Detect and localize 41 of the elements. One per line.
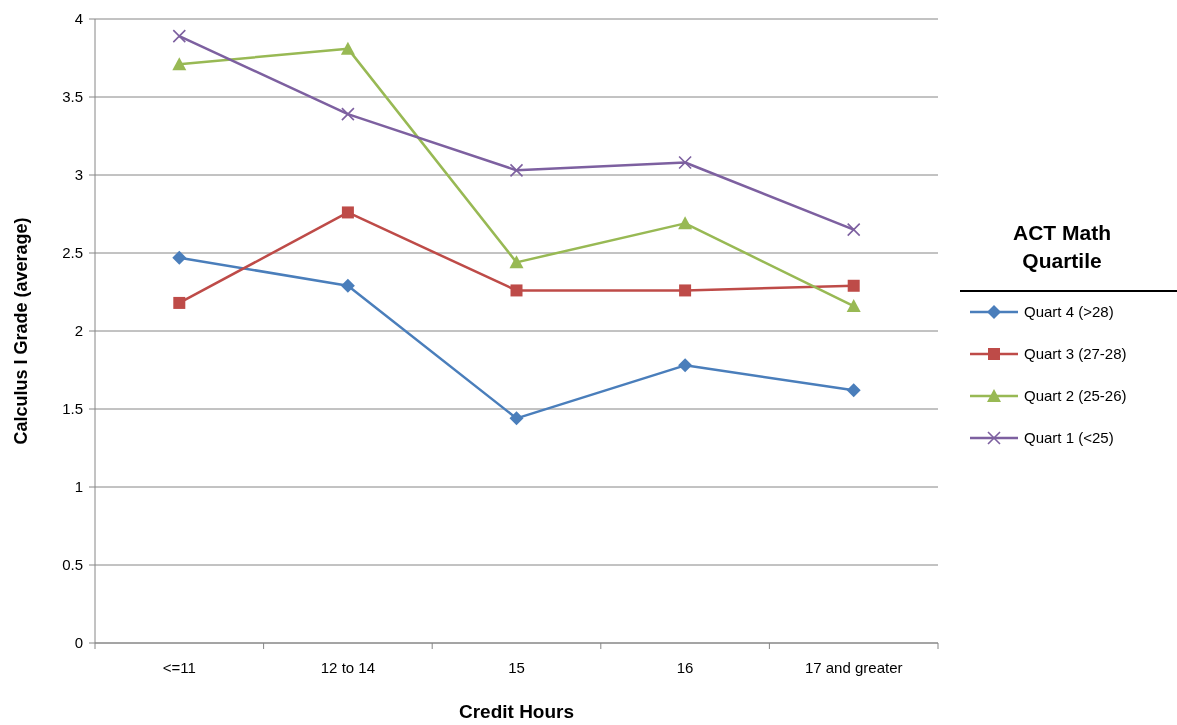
y-tick-label: 1.5 <box>62 400 83 418</box>
point <box>509 163 524 178</box>
legend-label: Quart 4 (>28) <box>1024 303 1114 321</box>
y-tick-label: 2.5 <box>62 244 83 262</box>
x-tick-label: 12 to 14 <box>320 659 376 676</box>
y-axis-title: Calculus I Grade (average) <box>11 217 31 445</box>
point <box>847 279 860 292</box>
point <box>173 296 186 309</box>
point <box>678 358 693 373</box>
point <box>341 107 355 121</box>
legend-label: Quart 2 (25-26) <box>1024 387 1127 405</box>
x-tick-label: 15 <box>508 659 525 676</box>
point <box>510 284 523 297</box>
point <box>678 155 692 170</box>
point <box>172 250 187 265</box>
x-axis-title: Credit Hours <box>458 701 575 722</box>
point <box>846 222 861 237</box>
x-tick-label: 17 and greater <box>804 659 903 676</box>
point <box>846 299 861 313</box>
legend-label: Quart 1 (<25) <box>1024 429 1114 447</box>
y-tick-label: 0 <box>74 634 83 652</box>
point <box>172 57 187 71</box>
point <box>679 284 692 297</box>
point <box>340 41 355 55</box>
y-tick-label: 1 <box>74 478 83 496</box>
point <box>172 29 187 43</box>
point <box>509 255 524 269</box>
point <box>846 383 861 398</box>
x-tick-label: <=11 <box>162 659 196 676</box>
y-tick-label: 4 <box>74 10 83 28</box>
y-tick-label: 3 <box>74 166 83 184</box>
legend-label: Quart 3 (27-28) <box>1024 345 1127 363</box>
point <box>678 216 693 230</box>
y-tick-label: 0.5 <box>62 556 83 574</box>
y-tick-label: 2 <box>74 322 83 340</box>
x-tick-label: 16 <box>676 659 694 676</box>
y-tick-label: 3.5 <box>62 88 83 106</box>
legend-title: ACT Math Quartile <box>1013 221 1111 272</box>
point <box>340 278 355 293</box>
point <box>341 206 354 219</box>
point <box>509 411 524 426</box>
